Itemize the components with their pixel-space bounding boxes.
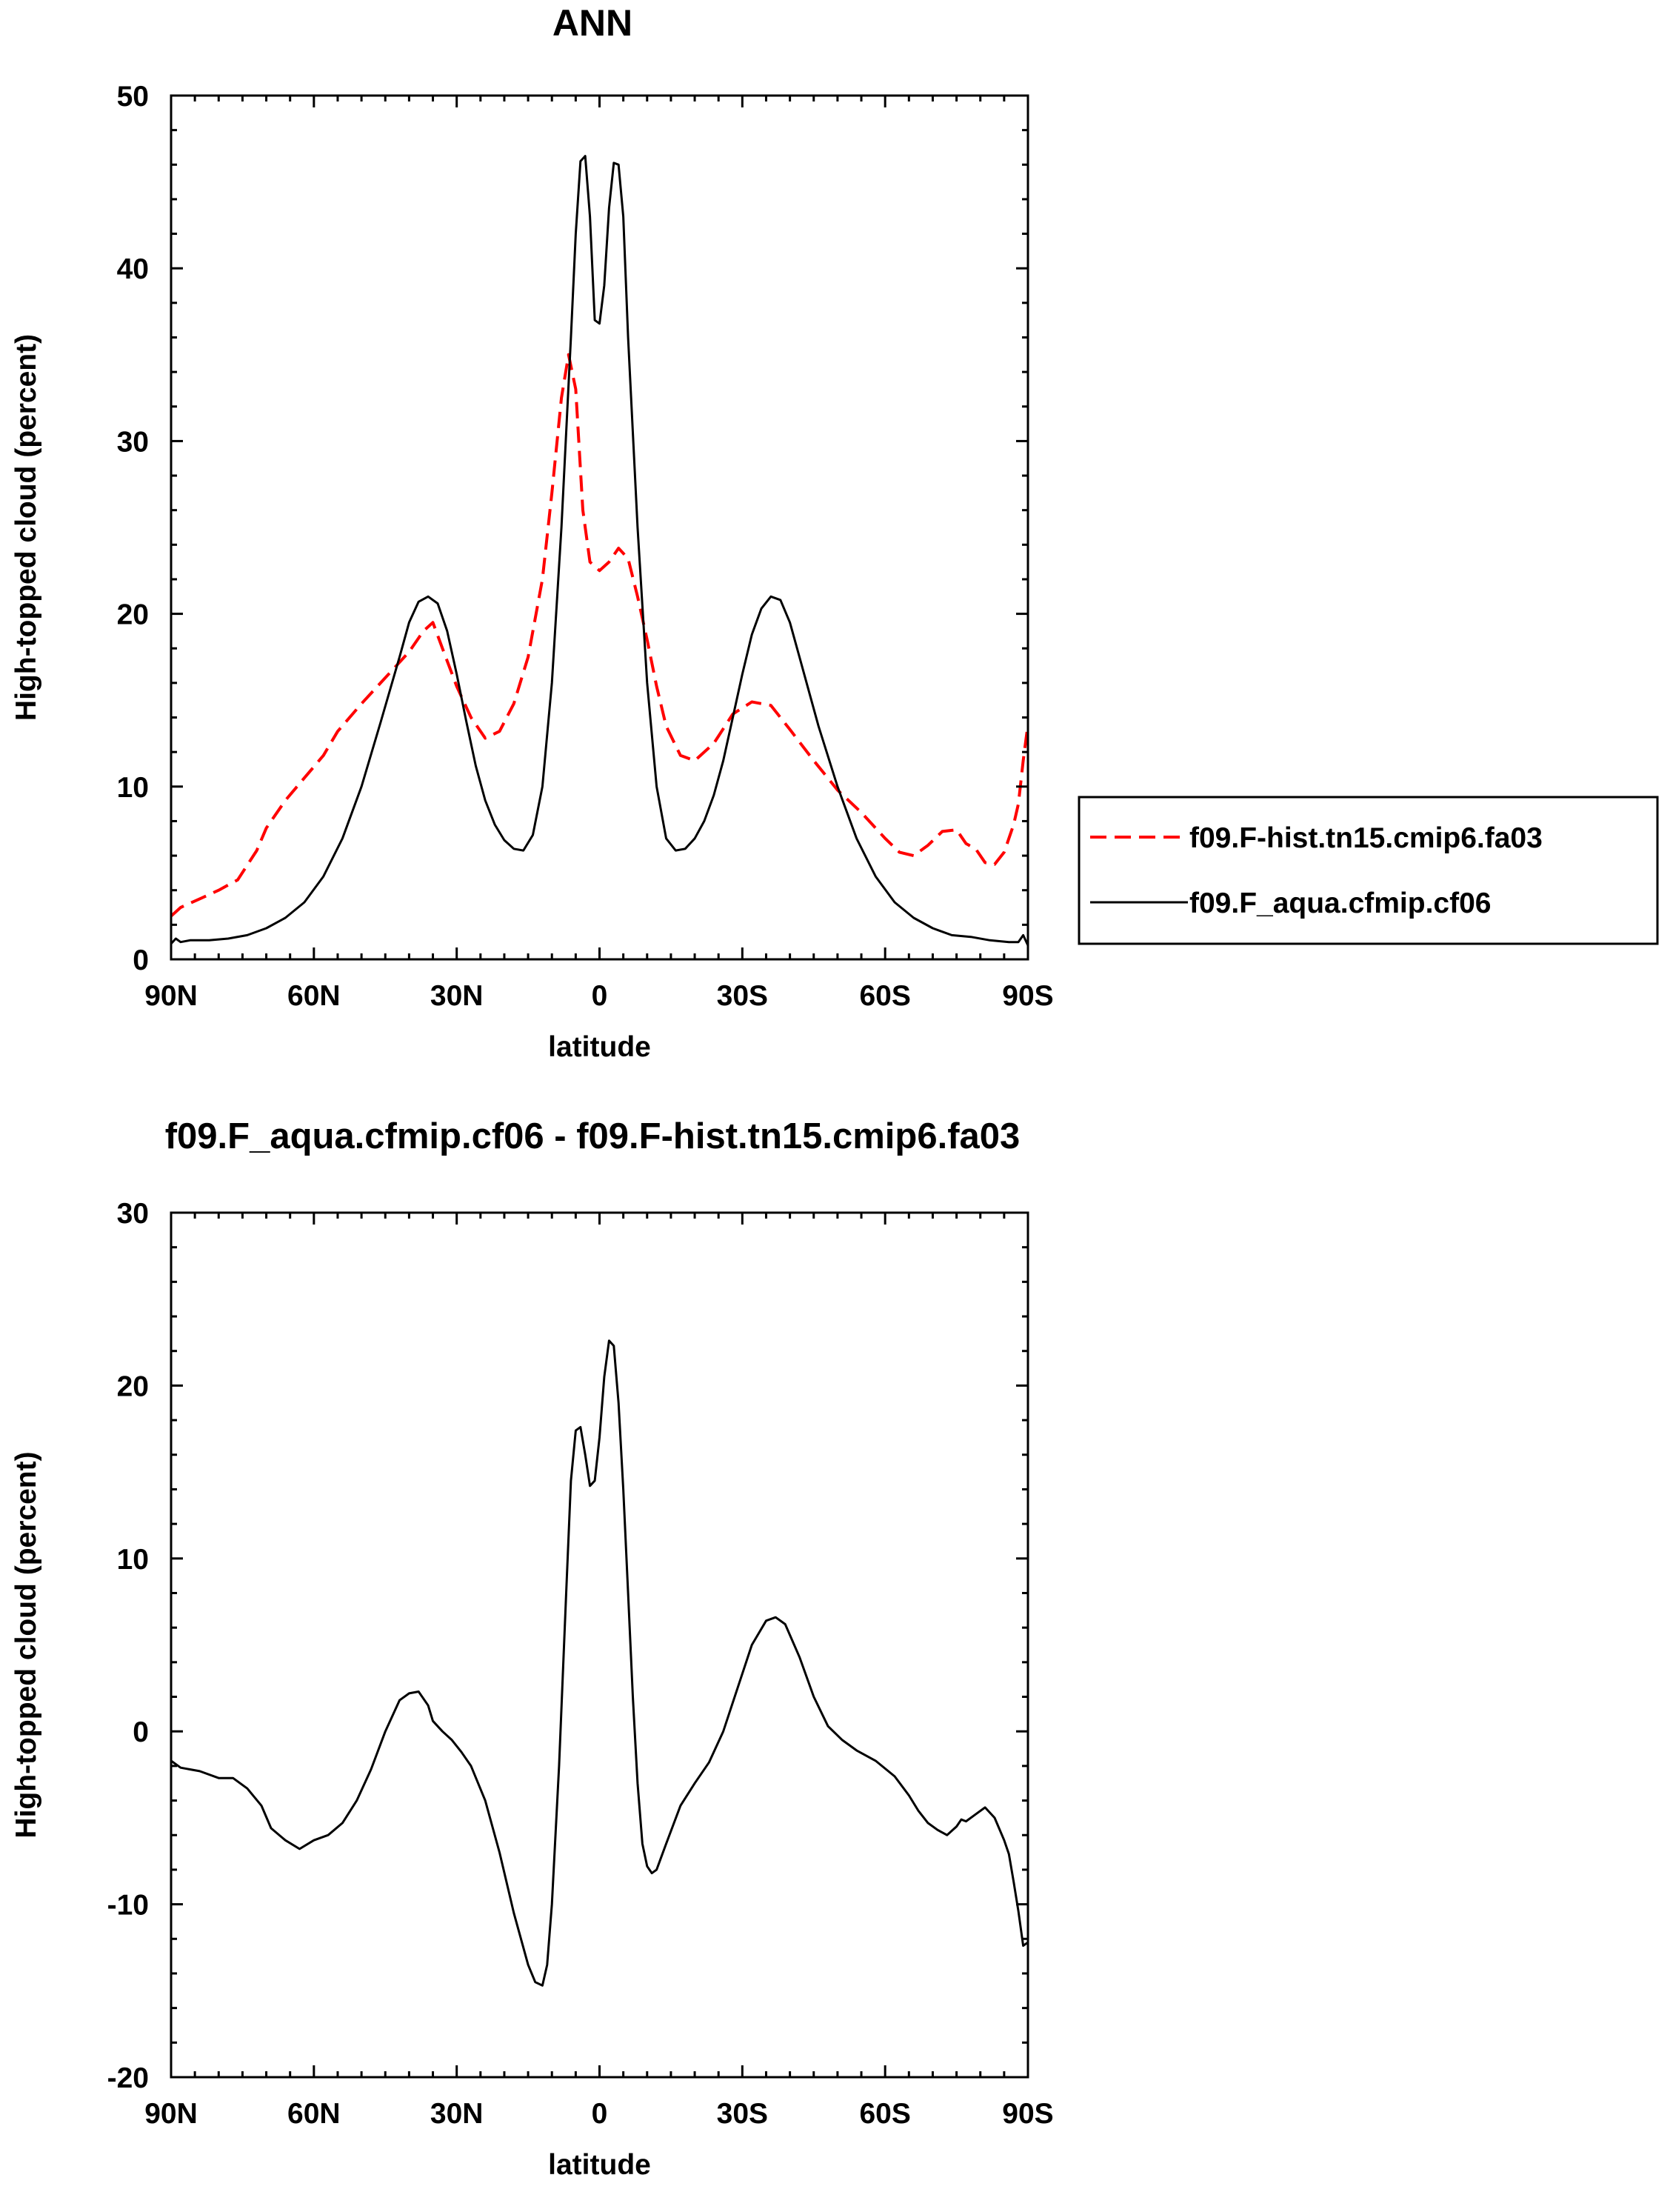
y-tick-label: 10 (117, 772, 149, 804)
series-line-0 (170, 1339, 1029, 1987)
y-tick-label: -10 (107, 1890, 149, 1922)
y-tick-label: 30 (117, 426, 149, 458)
y-tick-label: 0 (133, 1716, 149, 1748)
y-tick-label: 20 (117, 1370, 149, 1402)
x-tick-label: 90N (144, 980, 198, 1012)
y-tick-label: 40 (117, 253, 149, 285)
y-axis-label: High-topped cloud (percent) (10, 1451, 42, 1838)
legend: f09.F-hist.tn15.cmip6.fa03 f09.F_aqua.cf… (1078, 796, 1659, 945)
x-tick-label: 90S (1002, 2098, 1053, 2130)
y-tick-label: -20 (107, 2062, 149, 2094)
panel-annual-mean: ANN 0 10 20 30 40 50 90N 60N 30N 0 30S 60S 90S High-… (10, 2, 1659, 1063)
legend-label-fhist: f09.F-hist.tn15.cmip6.fa03 (1189, 822, 1543, 854)
x-tick-label: 30S (717, 2098, 768, 2130)
x-tick-label: 30S (717, 980, 768, 1012)
x-tick-label: 0 (592, 2098, 608, 2130)
x-tick-label: 90N (144, 2098, 198, 2130)
x-axis-label: latitude (548, 1031, 651, 1063)
series-layer (170, 155, 1029, 946)
x-tick-label: 60N (287, 980, 341, 1012)
tick-labels-layer: -20 -10 0 10 20 30 90N 60N 30N 0 30S 60S 90S (107, 1198, 1054, 2130)
panel-title: ANN (552, 2, 632, 44)
x-tick-label: 30N (430, 980, 484, 1012)
legend-label-aqua: f09.F_aqua.cfmip.cf06 (1189, 887, 1491, 919)
series-layer (170, 1339, 1029, 1987)
panel-difference: f09.F_aqua.cfmip.cf06 - f09.F-hist.tn15.… (10, 1116, 1054, 2181)
series-line-1 (170, 155, 1029, 946)
x-tick-label: 60S (859, 980, 910, 1012)
ticks-layer (170, 94, 1029, 961)
x-tick-label: 0 (592, 980, 608, 1012)
y-tick-label: 20 (117, 599, 149, 631)
tick-labels-layer: 0 10 20 30 40 50 90N 60N 30N 0 30S 60S 90S (117, 81, 1054, 1012)
y-tick-label: 50 (117, 81, 149, 113)
legend-box (1078, 796, 1659, 945)
y-tick-label: 10 (117, 1544, 149, 1576)
y-axis-label: High-topped cloud (percent) (10, 334, 42, 721)
x-tick-label: 30N (430, 2098, 484, 2130)
y-tick-label: 0 (133, 945, 149, 976)
x-tick-label: 60N (287, 2098, 341, 2130)
y-tick-label: 30 (117, 1198, 149, 1230)
panel-title: f09.F_aqua.cfmip.cf06 - f09.F-hist.tn15.… (165, 1116, 1021, 1156)
x-axis-label: latitude (548, 2149, 651, 2181)
plot-frame (170, 94, 1029, 961)
plot-frame (170, 1211, 1029, 2079)
x-tick-label: 60S (859, 2098, 910, 2130)
x-tick-label: 90S (1002, 980, 1053, 1012)
ticks-layer (170, 1211, 1029, 2079)
series-line-0 (170, 353, 1029, 918)
